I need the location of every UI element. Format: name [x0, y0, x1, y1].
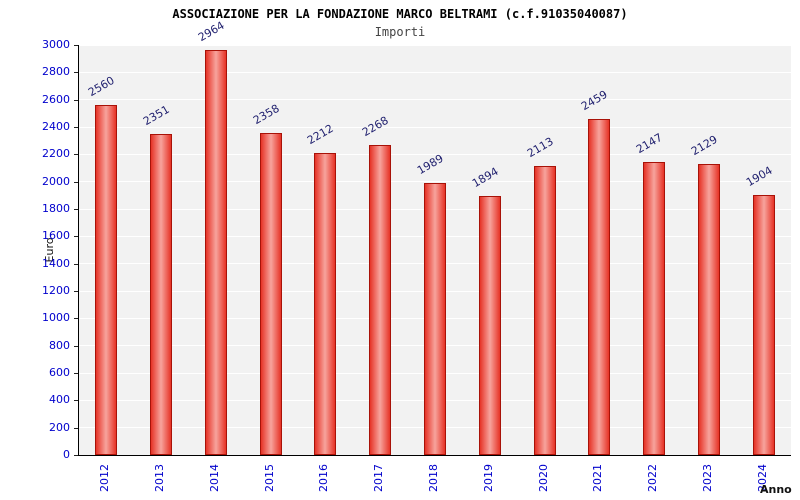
y-tick-label: 3000: [42, 38, 70, 51]
bar: [533, 166, 556, 455]
bar: [259, 132, 282, 455]
y-tick-label: 1400: [42, 256, 70, 270]
y-tick-mark: [74, 291, 78, 292]
bar: [478, 196, 501, 455]
y-tick-label: 2000: [42, 174, 70, 188]
bar: [588, 118, 611, 455]
x-tick-label: 2013: [153, 464, 167, 492]
y-tick-mark: [74, 236, 78, 238]
y-tick-mark: [74, 400, 78, 402]
x-axis-label: Anno: [760, 483, 792, 496]
chart-subtitle: Importi: [374, 25, 426, 39]
y-tick-label: 1800: [42, 202, 70, 215]
y-tick-mark: [74, 263, 78, 265]
bar: [150, 133, 173, 455]
x-tick-label: 2023: [700, 464, 714, 492]
y-tick-label: 1200: [42, 284, 70, 297]
bar: [697, 164, 720, 455]
x-tick-label: 2014: [207, 464, 221, 492]
y-tick-mark: [74, 373, 78, 374]
y-tick-mark: [74, 455, 78, 456]
gridline: [79, 44, 791, 46]
chart-title: ASSOCIAZIONE PER LA FONDAZIONE MARCO BEL…: [172, 7, 628, 21]
bar: [204, 49, 227, 455]
y-tick-label: 2600: [42, 92, 70, 106]
x-tick-label: 2019: [481, 464, 495, 492]
y-tick-label: 2400: [42, 120, 70, 133]
y-tick-label: 800: [49, 338, 70, 352]
y-tick-mark: [74, 72, 78, 74]
gridline: [79, 99, 791, 101]
bar: [314, 152, 337, 455]
y-tick-mark: [74, 154, 78, 156]
x-tick-label: 2022: [646, 464, 660, 492]
y-tick-mark: [74, 127, 78, 128]
y-tick-mark: [74, 427, 78, 429]
x-tick-label: 2016: [317, 464, 331, 492]
x-tick-label: 2012: [98, 464, 112, 492]
y-tick-mark: [74, 209, 78, 210]
y-tick-label: 200: [49, 420, 70, 434]
y-tick-mark: [74, 318, 78, 320]
bar: [424, 183, 446, 455]
bar-value-label: 2964: [195, 18, 227, 45]
y-tick-label: 600: [49, 366, 70, 379]
y-tick-label: 400: [49, 393, 70, 407]
x-tick-label: 2017: [372, 464, 386, 492]
gridline: [79, 181, 791, 183]
y-tick-label: 2200: [42, 147, 70, 161]
bar: [95, 105, 118, 455]
y-tick-label: 1600: [42, 229, 70, 243]
y-tick-label: 2800: [42, 65, 70, 79]
bar: [752, 194, 775, 455]
x-tick-label: 2020: [536, 464, 550, 492]
y-tick-mark: [74, 99, 78, 101]
x-tick-label: 2018: [427, 464, 440, 492]
gridline: [79, 153, 791, 155]
x-tick-label: 2015: [262, 464, 276, 492]
y-tick-mark: [74, 345, 78, 347]
plot-area: [78, 44, 791, 456]
gridline: [79, 71, 791, 73]
y-tick-mark: [74, 45, 78, 46]
y-tick-label: 1000: [42, 311, 70, 325]
gridline: [79, 126, 791, 128]
bar: [369, 145, 392, 455]
y-tick-label: 0: [63, 448, 70, 461]
y-tick-mark: [74, 181, 78, 183]
x-tick-label: 2021: [591, 464, 605, 492]
bar: [643, 161, 666, 455]
